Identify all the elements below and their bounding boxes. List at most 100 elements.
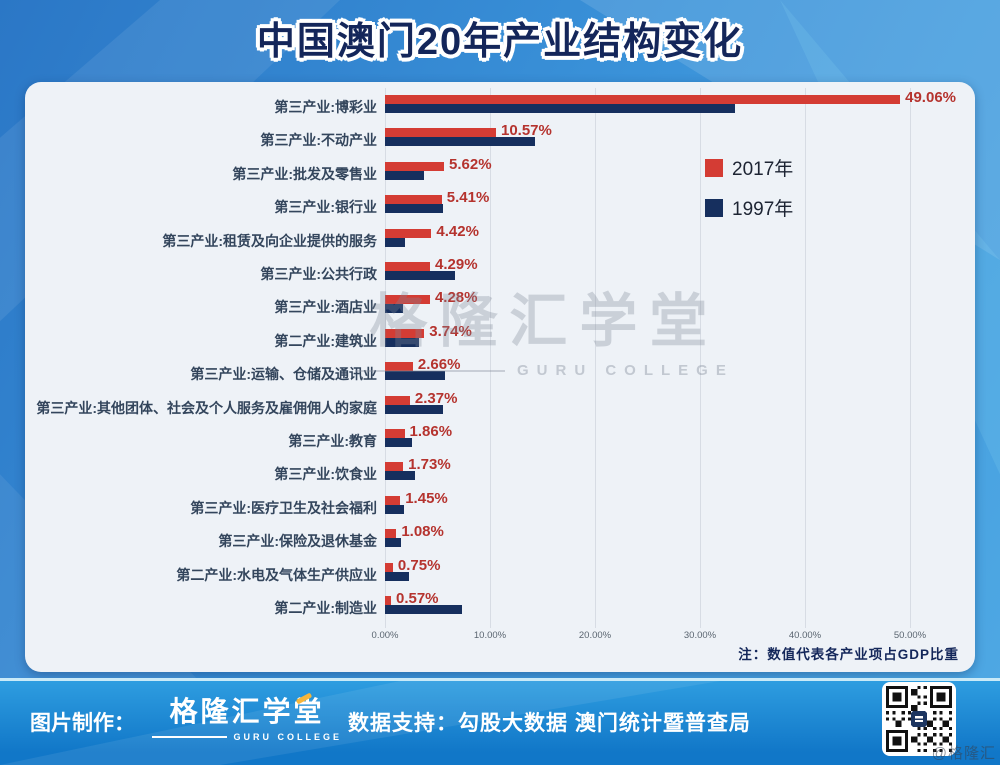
category-label: 第三产业:博彩业 xyxy=(274,99,377,115)
bar-row: 第三产业:保险及退休基金 1.08% xyxy=(25,523,975,557)
bar-2017 xyxy=(385,462,404,472)
bar-2017 xyxy=(385,262,431,271)
bar-1997 xyxy=(385,304,403,314)
legend-swatch-2017 xyxy=(705,158,723,177)
gridline xyxy=(385,88,386,628)
bar-row: 第三产业:运输、仓储及通讯业 2.66% xyxy=(25,356,975,390)
legend-label-1997: 1997年 xyxy=(732,199,794,220)
gridline xyxy=(490,88,491,628)
value-label: 10.57% xyxy=(500,122,552,140)
category-label: 第三产业:其他团体、社会及个人服务及雇佣佣人的家庭 xyxy=(36,399,377,416)
value-label: 49.06% xyxy=(905,89,956,106)
value-label: 4.29% xyxy=(435,256,478,273)
qr-code-icon xyxy=(882,682,956,756)
value-label: 2.37% xyxy=(414,389,458,407)
bar-1997 xyxy=(385,337,419,347)
bar-row: 第二产业:制造业 0.57% xyxy=(25,590,975,624)
legend-label-2017: 2017年 xyxy=(732,159,794,180)
category-label: 第三产业:运输、仓储及通讯业 xyxy=(190,366,377,383)
legend-item-2017: 2017年 xyxy=(705,154,793,181)
bar-row: 第三产业:银行业 5.41% xyxy=(25,189,975,223)
bar-2017 xyxy=(385,429,405,438)
bar-1997 xyxy=(385,438,413,447)
bar-row: 第三产业:公共行政 4.29% xyxy=(25,256,975,290)
bar-row: 第三产业:医疗卫生及社会福利 1.45% xyxy=(25,489,975,524)
bar-row: 第三产业:酒店业 4.28% xyxy=(25,289,975,323)
bar-2017 xyxy=(385,95,901,104)
bar-2017 xyxy=(385,529,397,539)
bar-2017 xyxy=(385,195,442,205)
bar-2017 xyxy=(385,295,430,305)
category-label: 第三产业:保险及退休基金 xyxy=(218,533,377,550)
chart-legend: 2017年 1997年 xyxy=(705,154,793,234)
bar-1997 xyxy=(385,504,404,514)
bar-1997 xyxy=(385,204,443,214)
bar-1997 xyxy=(385,271,456,280)
bar-row: 第三产业:不动产业 10.57% xyxy=(25,122,975,156)
value-label: 1.45% xyxy=(405,489,448,507)
bar-1997 xyxy=(385,605,462,614)
category-label: 第三产业:租赁及向企业提供的服务 xyxy=(162,232,377,249)
bar-2017 xyxy=(385,362,413,372)
chart-panel: 第三产业:博彩业 49.06% 第三产业:不动产业 10.57% 第三产业:批发及零售业… xyxy=(25,82,975,672)
category-label: 第三产业:银行业 xyxy=(274,199,377,216)
category-label: 第三产业:公共行政 xyxy=(260,266,377,282)
value-label: 4.28% xyxy=(434,289,478,307)
legend-item-1997: 1997年 xyxy=(705,194,793,221)
category-label: 第三产业:饮食业 xyxy=(274,466,377,483)
gridline xyxy=(910,88,911,628)
category-label: 第三产业:不动产业 xyxy=(260,132,377,149)
legend-swatch-1997 xyxy=(705,198,723,217)
bar-row: 第二产业:建筑业 3.74% xyxy=(25,323,975,357)
value-label: 4.42% xyxy=(436,222,479,240)
bar-1997 xyxy=(385,471,416,481)
gridline xyxy=(700,88,701,628)
x-axis-tick: 40.00% xyxy=(788,630,822,641)
brand-logo-sub: GURU COLLEGE xyxy=(152,732,342,742)
bar-2017 xyxy=(385,228,432,238)
bar-1997 xyxy=(385,404,443,414)
bar-2017 xyxy=(385,128,496,138)
bar-row: 第三产业:博彩业 49.06% xyxy=(25,89,975,123)
footer-bar: 图片制作： 格隆汇学堂 GURU COLLEGE 数据支持：勾股大数据 澳门统计… xyxy=(0,678,1000,765)
bar-2017 xyxy=(385,161,444,171)
bar-2017 xyxy=(385,495,401,505)
page-title: 中国澳门20年产业结构变化 xyxy=(256,21,744,63)
bar-1997 xyxy=(385,237,405,247)
category-label: 第三产业:教育 xyxy=(288,433,377,449)
x-axis-tick: 10.00% xyxy=(473,630,507,641)
bar-1997 xyxy=(385,170,424,180)
value-label: 1.86% xyxy=(409,423,453,440)
category-label: 第三产业:批发及零售业 xyxy=(232,165,377,182)
gridline xyxy=(595,88,596,628)
value-label: 5.41% xyxy=(446,189,490,207)
bar-2017 xyxy=(385,328,425,338)
x-axis-tick: 0.00% xyxy=(371,630,399,641)
bar-1997 xyxy=(385,104,735,113)
category-label: 第三产业:酒店业 xyxy=(274,299,377,316)
bar-row: 第三产业:租赁及向企业提供的服务 4.42% xyxy=(25,222,975,257)
value-label: 1.73% xyxy=(408,456,451,474)
bar-2017 xyxy=(385,562,393,572)
corner-watermark: @格隆汇 xyxy=(931,745,996,762)
bar-row: 第三产业:教育 1.86% xyxy=(25,423,975,457)
bar-1997 xyxy=(385,571,410,581)
bar-row: 第三产业:批发及零售业 5.62% xyxy=(25,155,975,190)
credit-label: 图片制作： xyxy=(30,712,135,735)
category-label: 第二产业:水电及气体生产供应业 xyxy=(176,566,377,583)
chart-note: 注：数值代表各产业项占GDP比重 xyxy=(738,647,959,662)
value-label: 0.75% xyxy=(397,556,441,574)
value-label: 0.57% xyxy=(395,590,439,607)
bar-row: 第三产业:饮食业 1.73% xyxy=(25,456,975,490)
value-label: 5.62% xyxy=(449,155,492,173)
category-label: 第三产业:医疗卫生及社会福利 xyxy=(190,499,377,516)
category-label: 第二产业:制造业 xyxy=(274,600,377,616)
x-axis-tick: 30.00% xyxy=(683,630,717,641)
bar-2017 xyxy=(385,596,391,605)
bar-row: 第三产业:其他团体、社会及个人服务及雇佣佣人的家庭 2.37% xyxy=(25,389,975,424)
category-label: 第二产业:建筑业 xyxy=(274,332,377,349)
brand-logo-en: GURU COLLEGE xyxy=(233,732,342,742)
bar-1997 xyxy=(385,137,536,147)
bar-2017 xyxy=(385,395,410,405)
brand-logo-name: 格隆汇学堂 xyxy=(152,690,342,730)
